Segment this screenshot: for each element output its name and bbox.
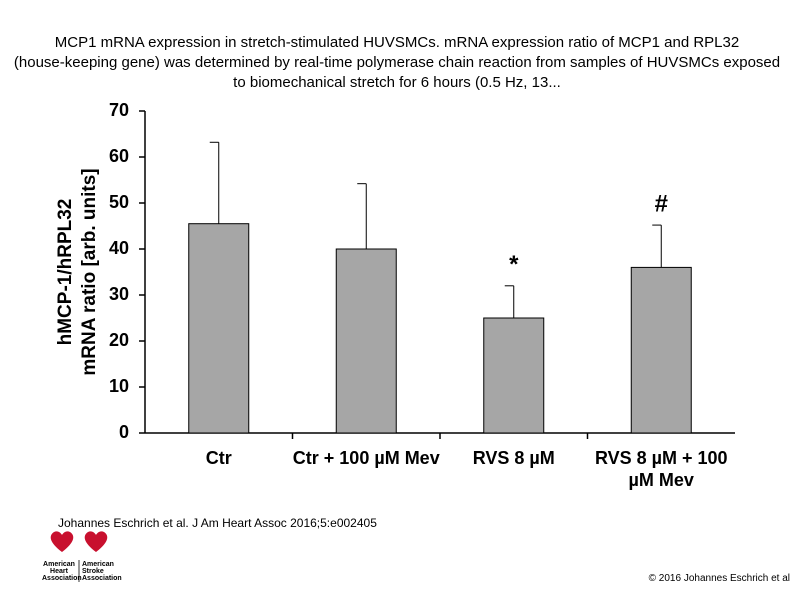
annotation: * [509,251,519,278]
annotation: # [655,190,668,217]
logo-text: American Heart Association [42,561,82,582]
y-tick-label: 60 [109,146,129,166]
y-axis-label: hMCP-1/hRPL32 mRNA ratio [arb. units] [55,168,100,375]
logo-text: American Stroke Association [82,561,122,582]
x-tick-label: RVS 8 µM + 100 µM Mev [594,448,728,490]
y-axis-label-line: hMCP-1/hRPL32 [55,199,76,346]
x-tick-label: Ctr [205,448,232,468]
bar [335,248,397,434]
y-tick-label: 50 [109,192,129,212]
y-tick-label: 70 [109,100,129,120]
logo-line: Association [82,575,122,582]
copyright: © 2016 Johannes Eschrich et al [648,573,790,584]
y-tick-label: 30 [109,284,129,304]
logo-line: Association [42,575,82,582]
y-tick-label: 0 [119,422,129,442]
logo-line: American [82,561,114,568]
citation: Johannes Eschrich et al. J Am Heart Asso… [58,516,377,530]
logo-line: American [43,561,75,568]
bar [483,317,545,434]
y-tick-label: 40 [109,238,129,258]
bar [188,223,250,434]
y-tick-label: 20 [109,330,129,350]
bar [630,266,692,434]
y-tick-label: 10 [109,376,129,396]
y-axis-label-line: mRNA ratio [arb. units] [79,168,100,375]
x-tick-label: Ctr + 100 µM Mev [292,448,440,468]
logo-line: Heart [50,568,68,575]
chart-title: MCP1 mRNA expression in stretch‑stimulat… [13,34,781,91]
x-tick-label: RVS 8 µM [472,448,555,468]
logo-line: Stroke [82,568,104,575]
